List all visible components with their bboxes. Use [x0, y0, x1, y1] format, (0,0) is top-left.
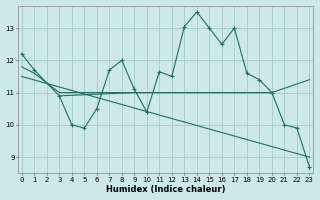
X-axis label: Humidex (Indice chaleur): Humidex (Indice chaleur): [106, 185, 225, 194]
